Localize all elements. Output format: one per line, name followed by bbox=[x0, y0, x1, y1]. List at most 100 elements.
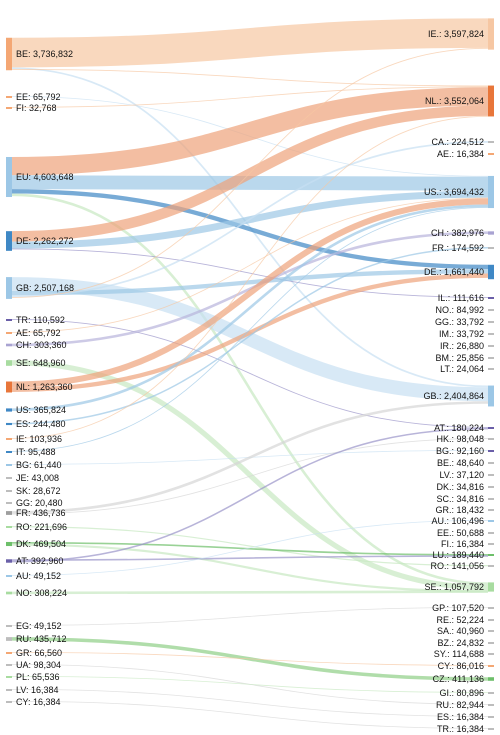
source-node-bg bbox=[6, 464, 12, 466]
target-label-gi: GI.: 80,896 bbox=[439, 688, 484, 698]
source-label-eg: EG: 49,152 bbox=[16, 621, 62, 631]
target-node-ch bbox=[488, 231, 494, 235]
link-gb-to-ca bbox=[11, 141, 489, 298]
source-label-fi: FI: 32,768 bbox=[16, 103, 57, 113]
source-node-no bbox=[6, 591, 12, 595]
source-node-fi bbox=[6, 107, 12, 109]
target-node-nl bbox=[488, 85, 494, 117]
source-label-de: DE: 2,262,272 bbox=[16, 236, 74, 246]
target-label-ru: RU.: 82,944 bbox=[436, 700, 484, 710]
source-label-ua: UA: 98,304 bbox=[16, 660, 61, 670]
source-node-be bbox=[6, 37, 12, 71]
target-label-lv: LV.: 37,120 bbox=[439, 470, 484, 480]
source-label-ch: CH: 303,360 bbox=[16, 340, 67, 350]
target-node-ru bbox=[488, 704, 494, 706]
link-eu-to-us bbox=[11, 175, 489, 191]
source-node-se bbox=[6, 360, 12, 366]
source-node-eg bbox=[6, 625, 12, 627]
target-label-re: RE.: 52,224 bbox=[436, 615, 484, 625]
source-label-je: JE: 43,008 bbox=[16, 473, 59, 483]
target-label-ae: AE.: 16,384 bbox=[437, 149, 484, 159]
source-node-lv bbox=[6, 689, 12, 691]
source-node-sk bbox=[6, 490, 12, 492]
link-eu-to-de bbox=[11, 189, 489, 270]
target-label-us: US.: 3,694,432 bbox=[424, 187, 484, 197]
target-label-cz: CZ.: 411,136 bbox=[433, 674, 484, 684]
target-label-ee: EE.: 50,688 bbox=[437, 528, 484, 538]
target-label-be: BE.: 48,640 bbox=[437, 458, 484, 468]
target-label-bm: BM.: 25,856 bbox=[435, 353, 484, 363]
target-node-tr bbox=[488, 728, 494, 730]
target-label-at: AT.: 180,224 bbox=[434, 423, 484, 433]
target-label-ir: IR.: 26,880 bbox=[440, 341, 484, 351]
source-label-ae: AE: 65,792 bbox=[16, 328, 61, 338]
target-node-ro bbox=[488, 565, 494, 567]
target-node-im bbox=[488, 333, 494, 335]
nodes-layer bbox=[6, 18, 494, 730]
target-node-no bbox=[488, 309, 494, 311]
target-node-lu bbox=[488, 554, 494, 556]
target-node-ee bbox=[488, 532, 494, 534]
link-gb-to-ie bbox=[11, 47, 489, 298]
link-no-to-se bbox=[11, 590, 489, 595]
source-label-at: AT: 392,960 bbox=[16, 556, 63, 566]
source-label-nl: NL: 1,263,360 bbox=[16, 382, 73, 392]
target-node-ie bbox=[488, 18, 494, 50]
source-label-pl: PL: 65,536 bbox=[16, 672, 60, 682]
source-label-cy: CY: 16,384 bbox=[16, 697, 61, 707]
link-us-to-us bbox=[11, 204, 489, 412]
target-label-nl: NL.: 3,552,064 bbox=[425, 96, 484, 106]
source-node-gg bbox=[6, 502, 12, 504]
link-ro-to-ro bbox=[11, 526, 489, 567]
target-node-sa bbox=[488, 630, 494, 632]
source-label-gb: GB: 2,507,168 bbox=[16, 283, 74, 293]
target-label-ro: RO.: 141,056 bbox=[430, 561, 484, 571]
target-label-gr: GR.: 18,432 bbox=[435, 505, 484, 515]
source-label-lv: LV: 16,384 bbox=[16, 685, 59, 695]
link-nl-to-de bbox=[11, 273, 489, 392]
link-nl-to-us bbox=[11, 198, 489, 388]
target-label-de: DE.: 1,661,440 bbox=[424, 267, 484, 277]
source-label-fr: FR: 436,736 bbox=[16, 508, 66, 518]
source-node-gb bbox=[6, 277, 12, 299]
target-label-sa: SA.: 40,960 bbox=[437, 626, 484, 636]
target-node-fr bbox=[488, 247, 494, 249]
source-label-eu: EU: 4,603,648 bbox=[16, 172, 74, 182]
links-layer bbox=[11, 18, 489, 729]
source-label-sk: SK: 28,672 bbox=[16, 486, 61, 496]
target-node-bg bbox=[488, 450, 494, 452]
source-label-gr: GR: 66,560 bbox=[16, 648, 62, 658]
link-ae-to-us bbox=[11, 197, 489, 333]
source-node-us bbox=[6, 408, 12, 412]
source-node-gr bbox=[6, 652, 12, 654]
target-label-fr: FR.: 174,592 bbox=[432, 243, 484, 253]
source-label-ie: IE: 103,936 bbox=[16, 434, 62, 444]
target-node-lt bbox=[488, 368, 494, 370]
target-label-ie: IE.: 3,597,824 bbox=[428, 29, 484, 39]
target-label-fi: FI.: 16,384 bbox=[441, 539, 484, 549]
target-label-sc: SC.: 34,816 bbox=[436, 494, 484, 504]
link-lv-to-es bbox=[11, 689, 489, 717]
target-node-lv bbox=[488, 474, 494, 476]
target-node-fi bbox=[488, 543, 494, 545]
source-node-ee bbox=[6, 96, 12, 98]
target-label-hk: HK.: 98,048 bbox=[436, 434, 484, 444]
target-node-il bbox=[488, 297, 494, 299]
link-gr-to-cy bbox=[11, 652, 489, 666]
source-node-tr bbox=[6, 319, 12, 321]
target-label-gb: GB.: 2,404,864 bbox=[423, 391, 484, 401]
source-node-de bbox=[6, 231, 12, 251]
target-node-gr bbox=[488, 509, 494, 511]
target-label-bg: BG.: 92,160 bbox=[436, 446, 484, 456]
target-label-au: AU.: 106,496 bbox=[431, 516, 484, 526]
target-node-au bbox=[488, 520, 494, 522]
link-eu-to-nl bbox=[11, 87, 489, 176]
target-label-gp: GP.: 107,520 bbox=[432, 603, 484, 613]
target-label-es: ES.: 16,384 bbox=[437, 712, 484, 722]
source-node-fr bbox=[6, 511, 12, 515]
target-node-sc bbox=[488, 498, 494, 500]
link-dk-to-lu bbox=[11, 541, 489, 556]
target-node-bm bbox=[488, 357, 494, 359]
target-node-be bbox=[488, 462, 494, 464]
target-label-il: IL.: 111,616 bbox=[438, 293, 484, 303]
